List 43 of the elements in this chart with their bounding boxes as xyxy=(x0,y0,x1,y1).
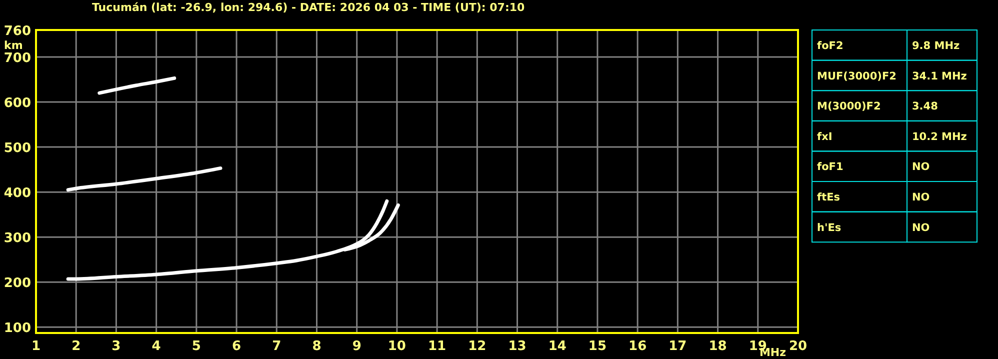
x-tick-label: 9 xyxy=(352,339,362,354)
x-tick-label: 4 xyxy=(152,339,161,354)
x-tick-label: 6 xyxy=(232,339,242,354)
x-tick-label: 11 xyxy=(428,339,446,354)
x-tick-label: 15 xyxy=(588,339,607,354)
y-tick-label: 700 xyxy=(4,51,31,66)
x-tick-label: 20 xyxy=(788,339,808,354)
category-label: ftEs xyxy=(817,192,840,204)
y-tick-label: 300 xyxy=(4,231,31,246)
category-label: foF2 xyxy=(817,40,844,52)
y-tick-label: 400 xyxy=(4,186,31,202)
x-tick-label: 5 xyxy=(192,339,201,354)
y-tick-label: 760 xyxy=(4,24,31,39)
y-tick-label: 500 xyxy=(4,141,31,156)
x-tick-label: 13 xyxy=(508,339,526,354)
x-tick-label: 12 xyxy=(468,339,486,354)
x-tick-label: 8 xyxy=(312,339,322,354)
y-tick-label: 600 xyxy=(4,96,31,112)
text: NO xyxy=(912,192,930,204)
x-tick-label: 18 xyxy=(708,339,727,354)
category-label: h'Es xyxy=(817,222,842,234)
text: 9.8 MHz xyxy=(912,40,960,52)
x-tick-label: 17 xyxy=(668,339,687,354)
y-axis-title: km xyxy=(4,39,23,52)
category-label: MUF(3000)F2 xyxy=(817,70,896,82)
x-tick-label: 16 xyxy=(628,339,647,354)
x-tick-label: 1 xyxy=(31,339,41,354)
category-label: fxI xyxy=(817,130,832,143)
y-tick-label: 100 xyxy=(4,321,31,336)
text: 34.1 MHz xyxy=(912,70,967,82)
x-tick-label: 7 xyxy=(272,339,282,354)
text: 10.2 MHz xyxy=(912,130,967,143)
y-tick-label: 200 xyxy=(4,276,31,292)
category-label: foF1 xyxy=(817,161,844,174)
category-label: M(3000)F2 xyxy=(817,100,881,113)
x-tick-label: 10 xyxy=(388,339,406,354)
x-tick-label: 3 xyxy=(112,339,121,354)
text: NO xyxy=(912,222,930,234)
text: 3.48 xyxy=(912,100,938,113)
x-tick-label: 14 xyxy=(548,339,566,354)
chart-title: Tucumán (lat: -26.9, lon: 294.6) - DATE: 2026 04 03 - TIME (UT): 07:10 xyxy=(92,1,525,14)
text: NO xyxy=(912,161,930,174)
x-tick-label: 2 xyxy=(72,339,81,354)
